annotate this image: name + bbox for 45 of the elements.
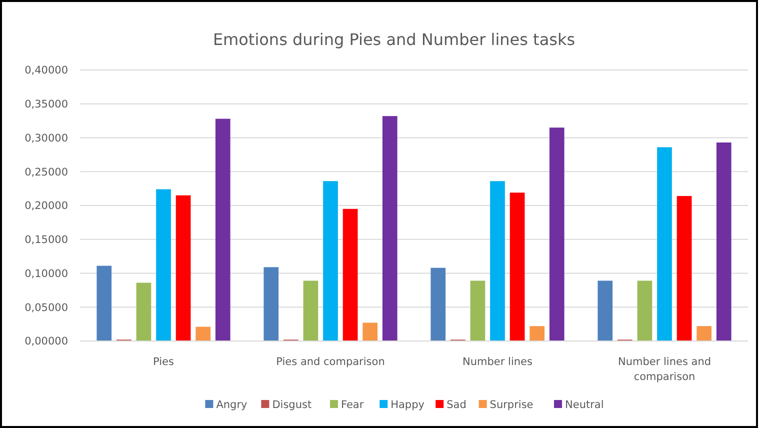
legend-label: Neutral xyxy=(565,399,604,411)
bar xyxy=(549,128,564,341)
legend-label: Surprise xyxy=(490,399,534,411)
y-tick-label: 0,40000 xyxy=(24,64,68,77)
legend-label: Happy xyxy=(390,399,424,411)
bar xyxy=(490,181,505,341)
x-tick-label: Number lines and comparison xyxy=(618,356,712,383)
y-tick-label: 0,00000 xyxy=(24,336,68,348)
legend-label: Fear xyxy=(341,399,364,411)
bar xyxy=(510,192,525,341)
bar xyxy=(196,326,211,341)
x-tick-label: Pies xyxy=(153,356,174,368)
y-tick-label: 0,10000 xyxy=(24,268,68,280)
bar xyxy=(362,322,378,341)
bar xyxy=(430,268,446,341)
bar xyxy=(657,147,672,341)
bar xyxy=(264,267,279,341)
legend-label: Angry xyxy=(216,399,248,411)
bar xyxy=(176,195,191,341)
bar xyxy=(215,118,230,341)
bar xyxy=(303,280,318,341)
x-tick-label: Number lines xyxy=(462,356,532,368)
y-tick-label: 0,05000 xyxy=(24,302,68,314)
bar xyxy=(136,282,152,341)
legend-label: Sad xyxy=(446,399,466,411)
y-tick-label: 0,15000 xyxy=(24,234,68,246)
bar xyxy=(598,280,613,341)
bar xyxy=(323,181,338,341)
y-tick-label: 0,30000 xyxy=(24,132,68,144)
bar xyxy=(530,326,545,341)
bar xyxy=(470,280,486,341)
y-tick-label: 0,25000 xyxy=(24,166,68,178)
bar xyxy=(676,196,692,341)
bar xyxy=(156,189,171,341)
bar xyxy=(637,280,652,341)
x-tick-label: Pies and comparison xyxy=(276,356,385,368)
chart-title: Emotions during Pies and Number lines tasks xyxy=(212,30,576,49)
bar xyxy=(342,208,358,341)
bar xyxy=(382,116,398,341)
y-tick-label: 0,20000 xyxy=(24,200,68,212)
bar xyxy=(696,326,712,341)
legend-label: Disgust xyxy=(272,399,312,411)
bar xyxy=(96,266,112,341)
y-tick-label: 0,35000 xyxy=(24,98,68,111)
bar xyxy=(716,142,732,341)
